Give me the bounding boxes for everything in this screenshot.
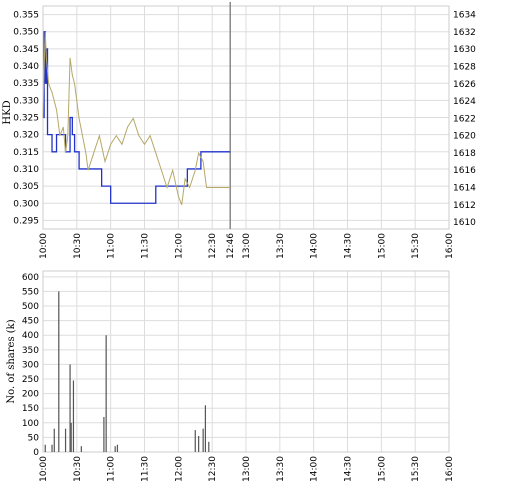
y-tick-label: 0.355 <box>13 11 39 21</box>
x-tick-label: 11:00 <box>107 233 117 259</box>
y-tick-label: 500 <box>22 302 39 312</box>
x-tick-label: 15:30 <box>411 456 421 482</box>
y-tick-label: 0.325 <box>13 114 39 124</box>
x-tick-label: 11:00 <box>107 456 117 482</box>
y2-tick-label: 1622 <box>453 114 476 124</box>
y-tick-label: 0.310 <box>13 165 39 175</box>
volume-bar <box>72 380 75 452</box>
y-tick-label: 0.340 <box>13 62 39 72</box>
x-tick-label: 14:30 <box>344 456 354 482</box>
volume-bar <box>198 435 200 452</box>
x-tick-label: 15:00 <box>377 233 387 259</box>
y-tick-label: 300 <box>22 360 39 370</box>
volume-bar <box>51 444 53 452</box>
y2-tick-label: 1632 <box>453 28 476 38</box>
x-tick-label: 16:00 <box>445 233 455 259</box>
y2-tick-label: 1624 <box>453 97 476 107</box>
price-panel: 0.355 0.350 0.345 0.340 0.335 0.330 0.325 0.320… <box>2 2 476 259</box>
x-tick-label: 15:00 <box>377 456 387 482</box>
y-tick-label: 250 <box>22 375 39 385</box>
y-tick-label: 0.295 <box>13 216 39 226</box>
x-tick-label: 13:00 <box>242 233 252 259</box>
y-tick-label: 0.335 <box>13 79 39 89</box>
x-tick-label: 16:00 <box>445 456 455 482</box>
volume-bar <box>58 291 60 452</box>
x-tick-label: 10:30 <box>73 456 83 482</box>
y2-tick-label: 1620 <box>453 132 476 142</box>
x-tick-label: 12:00 <box>174 456 184 482</box>
volume-bar <box>114 446 116 452</box>
x-tick-label: 13:30 <box>276 233 286 259</box>
x-tick-label: 13:30 <box>276 456 286 482</box>
y2-tick-label: 1614 <box>453 184 476 194</box>
y-tick-label: 0.315 <box>13 148 39 158</box>
volume-bar <box>53 428 55 452</box>
y2-tick-label: 1634 <box>453 11 476 21</box>
y-tick-label: 550 <box>22 287 39 297</box>
y2-tick-label: 1626 <box>453 80 476 90</box>
y-axis-label: HKD <box>2 100 13 124</box>
y-tick-label: 600 <box>22 273 39 283</box>
y-tick-label: 350 <box>22 346 39 356</box>
y2-tick-label: 1612 <box>453 201 476 211</box>
y-tick-label: 100 <box>22 419 39 429</box>
y-tick-label: 50 <box>28 433 40 443</box>
y-tick-label: 0.330 <box>13 96 39 106</box>
volume-bar <box>69 364 71 452</box>
price-series-line <box>43 31 231 204</box>
x-tick-label: 14:00 <box>310 456 320 482</box>
volume-bar <box>208 441 210 452</box>
x-tick-label: 13:00 <box>242 456 252 482</box>
y-tick-label: 450 <box>22 317 39 327</box>
y-tick-label: 0.345 <box>13 45 39 55</box>
x-tick-label: 12:00 <box>174 233 184 259</box>
y-tick-label: 0 <box>33 448 39 458</box>
volume-bar <box>204 405 206 452</box>
plot-frame <box>42 270 450 453</box>
y-tick-label: 0.320 <box>13 131 39 141</box>
volume-bar <box>80 446 82 452</box>
y2-tick-label: 1616 <box>453 166 476 176</box>
volume-bar <box>202 428 204 452</box>
x-tick-label: 10:00 <box>39 233 49 259</box>
y-tick-label: 150 <box>22 404 39 414</box>
volume-panel: 60055050045040035030025020015010050010:0… <box>6 270 455 482</box>
volume-bar <box>194 430 196 452</box>
volume-bar <box>70 422 72 452</box>
x-tick-label: 10:00 <box>39 456 49 482</box>
x-tick-label: 12:30 <box>208 233 218 259</box>
volume-bar <box>105 335 107 452</box>
y-axis-label: No. of shares (k) <box>6 319 17 403</box>
y-tick-label: 200 <box>22 390 39 400</box>
x-tick-label: 12:30 <box>208 456 218 482</box>
x-tick-label: 15:30 <box>411 233 421 259</box>
y-tick-label: 400 <box>22 331 39 341</box>
y2-tick-label: 1628 <box>453 63 476 73</box>
volume-bar <box>116 444 119 452</box>
y-tick-label: 0.305 <box>13 182 39 192</box>
index-series-line <box>42 31 231 205</box>
y-tick-label: 0.300 <box>13 199 39 209</box>
y2-tick-label: 1618 <box>453 149 476 159</box>
y-tick-label: 0.350 <box>13 28 39 38</box>
y2-tick-label: 1630 <box>453 45 476 55</box>
volume-bar <box>103 416 105 452</box>
volume-bar <box>64 428 67 452</box>
x-tick-label: 14:00 <box>310 233 320 259</box>
x-tick-label: 11:30 <box>141 233 151 259</box>
x-tick-label: 11:30 <box>141 456 151 482</box>
x-tick-label: 12:46 <box>226 233 236 259</box>
volume-bar <box>44 444 46 452</box>
x-tick-label: 10:30 <box>73 233 83 259</box>
x-tick-label: 14:30 <box>344 233 354 259</box>
y2-tick-label: 1610 <box>453 218 476 228</box>
